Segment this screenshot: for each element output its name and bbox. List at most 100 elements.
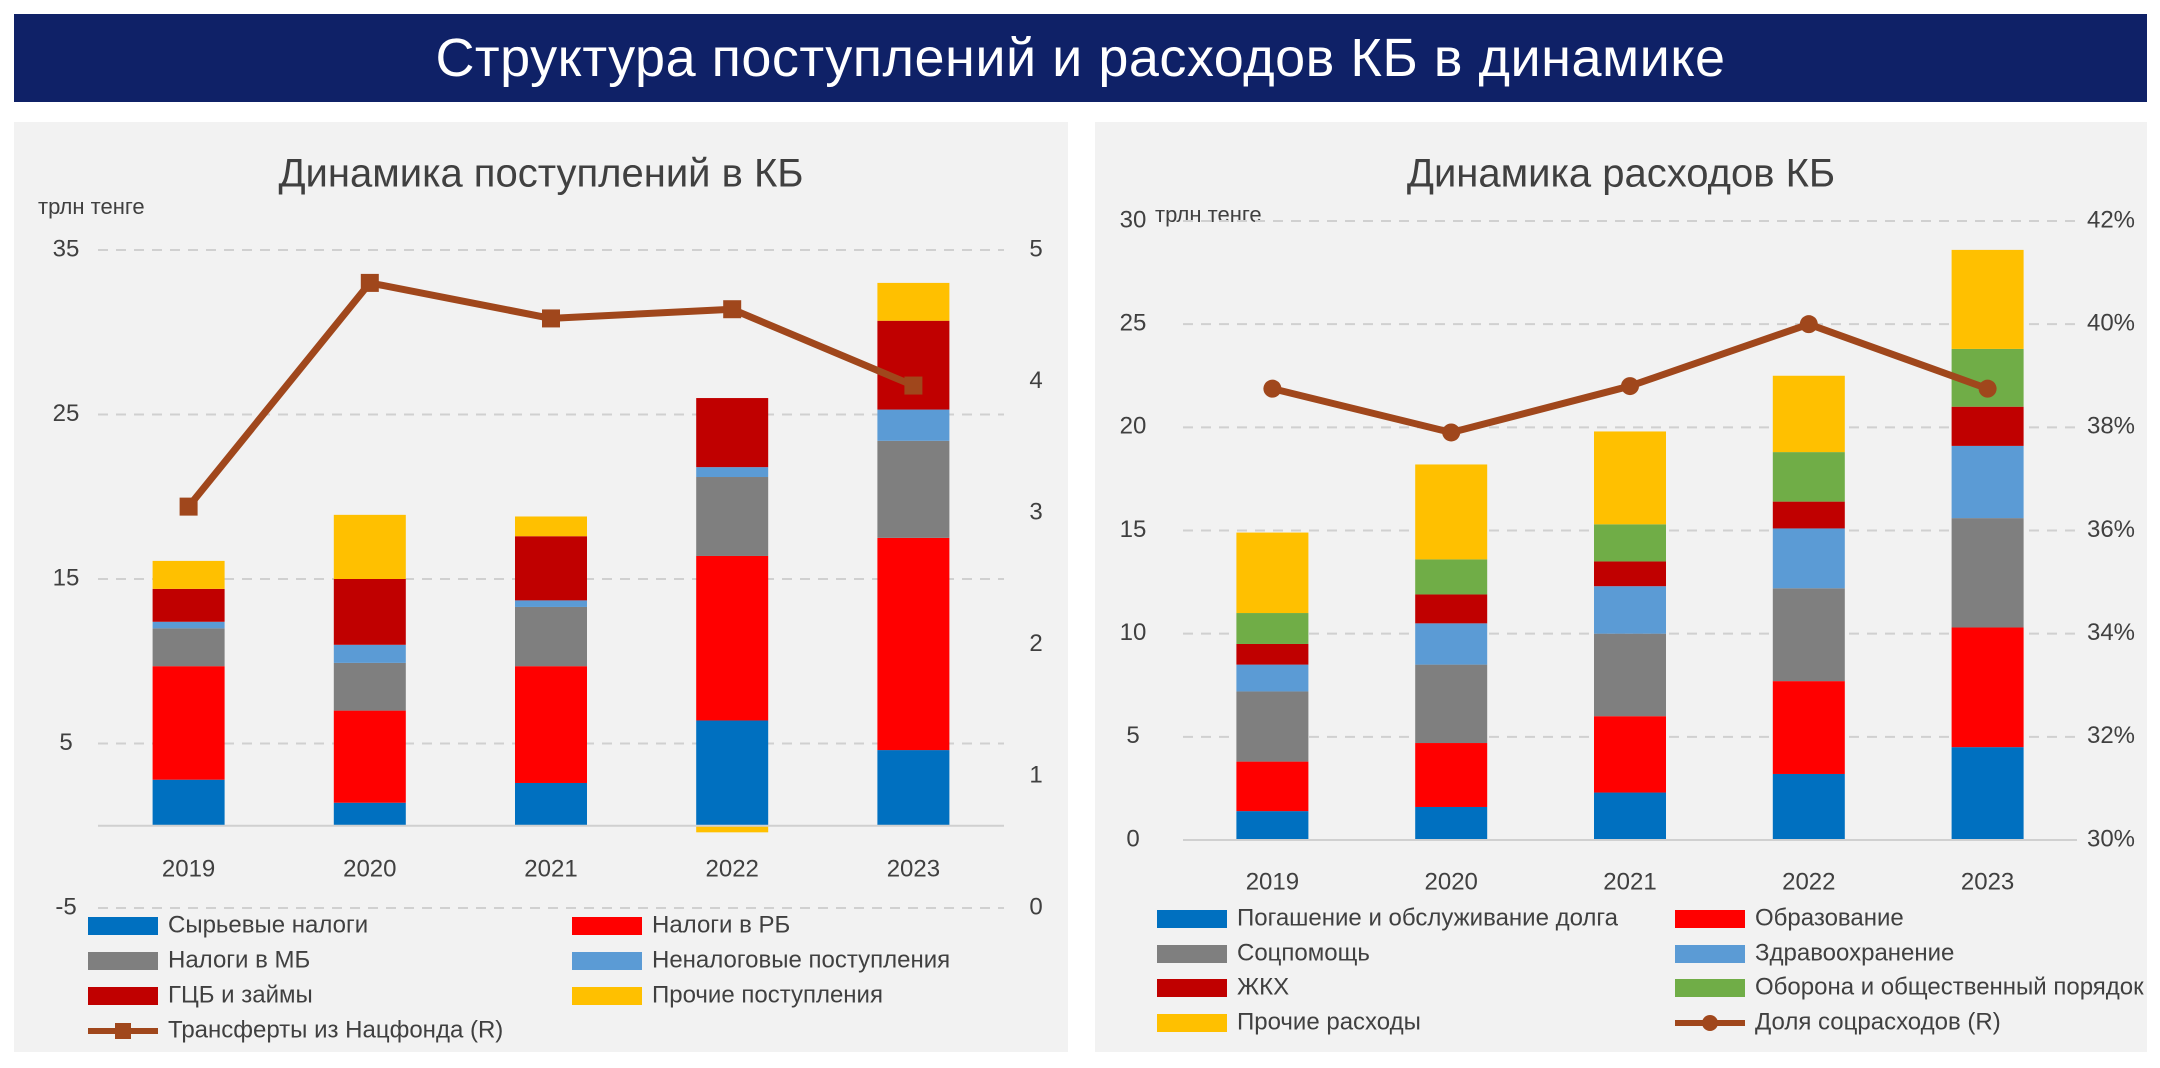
bar-segment [515, 666, 587, 783]
legend-label: Налоги в РБ [652, 911, 790, 938]
bar-segment [1236, 532, 1309, 614]
bar-segment [152, 560, 225, 589]
bar-segment [515, 536, 587, 601]
bar-segment [696, 467, 769, 478]
bar-segment [696, 398, 769, 468]
y2-tick-label: 2 [1029, 630, 1042, 657]
bar-segment [515, 606, 587, 667]
y2-tick-label: 30% [2087, 825, 2135, 852]
bar-segment [1236, 811, 1309, 840]
legend-label: Прочие расходы [1237, 1008, 1421, 1035]
legend-swatch [88, 952, 158, 970]
bar-segment [1415, 743, 1488, 807]
line-point [1442, 423, 1461, 442]
legend-label: Налоги в МБ [168, 946, 310, 973]
y-tick-label: 5 [1126, 722, 1139, 749]
bar-segment [1236, 613, 1309, 644]
bar-segment [877, 440, 950, 538]
bar-segment [696, 477, 769, 556]
bar-segment [152, 779, 225, 826]
line-point [1799, 315, 1818, 334]
y2-tick-label: 36% [2087, 516, 2135, 543]
bar-segment [696, 555, 769, 721]
bar-segment [152, 621, 225, 629]
legend-swatch [88, 987, 158, 1005]
legend-swatch [572, 952, 642, 970]
line-point [179, 497, 198, 516]
bar-segment [1951, 627, 2024, 748]
bar-segment [515, 600, 587, 607]
legend-label: Доля соцрасходов (R) [1755, 1008, 2001, 1035]
bar-segment [696, 825, 769, 833]
y2-tick-label: 4 [1029, 367, 1042, 394]
x-tick-label: 2023 [1961, 868, 2014, 895]
line-point [904, 376, 923, 395]
y2-tick-label: 32% [2087, 722, 2135, 749]
x-tick-label: 2020 [1425, 868, 1478, 895]
y2-tick-label: 0 [1029, 893, 1042, 920]
bar-segment [152, 628, 225, 667]
bar-segment [1772, 501, 1845, 529]
bar-segment [1415, 664, 1488, 744]
bar-segment [696, 720, 769, 826]
x-tick-label: 2021 [524, 855, 577, 882]
legend-swatch [572, 987, 642, 1005]
legend-label: Неналоговые поступления [652, 946, 950, 973]
x-tick-label: 2022 [706, 855, 759, 882]
bar-segment [1772, 528, 1845, 589]
bar-segment [1772, 375, 1845, 453]
legend-swatch [1157, 945, 1227, 963]
bar-segment [1951, 406, 2024, 446]
bar-segment [1594, 586, 1666, 634]
y-tick-label: 5 [59, 729, 72, 756]
y2-tick-label: 42% [2087, 206, 2135, 233]
legend-label: Оборона и общественный порядок [1755, 973, 2144, 1000]
y-tick-label: 20 [1120, 413, 1147, 440]
y-tick-label: 15 [53, 564, 80, 591]
bar-segment [1236, 761, 1309, 812]
line-point [723, 300, 742, 319]
bar-segment [1772, 773, 1845, 840]
bar-segment [333, 662, 406, 711]
y2-tick-label: 3 [1029, 499, 1042, 526]
y-tick-label: 30 [1120, 206, 1147, 233]
bar-segment [1951, 518, 2024, 628]
legend-label: ЖКХ [1237, 973, 1289, 1000]
legend-label: Сырьевые налоги [168, 911, 368, 938]
y-tick-label: 10 [1120, 619, 1147, 646]
legend-swatch [88, 917, 158, 935]
bar-segment [1415, 464, 1488, 560]
y-axis-unit-label: трлн тенге [1155, 202, 1262, 227]
x-tick-label: 2022 [1782, 868, 1835, 895]
bar-segment [1594, 431, 1666, 525]
line-point [542, 309, 560, 328]
bar-segment [333, 644, 406, 663]
y-tick-label: -5 [55, 893, 76, 920]
y2-tick-label: 34% [2087, 619, 2135, 646]
legend-label: Трансферты из Нацфонда (R) [168, 1016, 503, 1043]
chart-title: Динамика расходов КБ [1407, 152, 1835, 196]
expense-chart: Динамика расходов КБ трлн тенге 0 5 10 15 20 25… [1120, 152, 2144, 1036]
y2-tick-label: 5 [1029, 235, 1042, 262]
legend-marker [115, 1023, 131, 1039]
legend-label: Прочие поступления [652, 981, 883, 1008]
bar-segment [1594, 524, 1666, 562]
bar-segment [333, 710, 406, 803]
line-point [1621, 377, 1639, 396]
legend-swatch [1675, 945, 1745, 963]
legend-swatch [572, 917, 642, 935]
bar-segment [152, 588, 225, 622]
bar-segment [1772, 588, 1845, 682]
legend-label: Погашение и обслуживание долга [1237, 904, 1619, 931]
bar-segment [152, 666, 225, 780]
bar-segment [1236, 664, 1309, 692]
bar-segment [1594, 633, 1666, 717]
revenue-chart-panel: Динамика поступлений в КБ трлн тенге -5 5 15… [14, 122, 1068, 1052]
bar-segment [1415, 806, 1488, 840]
bar-segment [877, 537, 950, 751]
y-tick-label: 0 [1126, 825, 1139, 852]
y-tick-label: 35 [53, 235, 80, 262]
bar-segment [1236, 643, 1309, 665]
line-point [1978, 379, 1997, 398]
